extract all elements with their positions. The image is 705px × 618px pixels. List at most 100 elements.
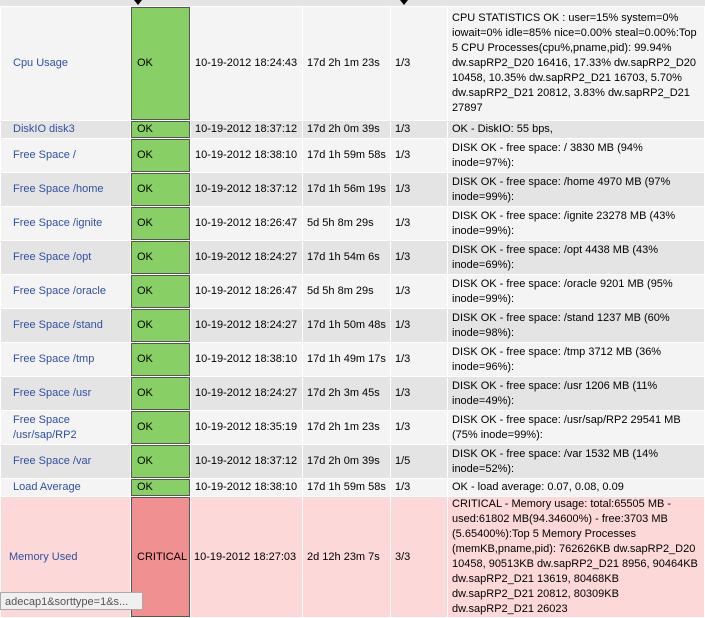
service-row: Free Space /ignite OK 10-19-2012 18:26:47 5… <box>1 207 704 240</box>
header-strip <box>0 0 705 6</box>
last-check: 10-19-2012 18:24:27 <box>191 309 302 342</box>
service-name[interactable]: Cpu Usage <box>1 7 130 120</box>
status-info: DISK OK - free space: /var 1532 MB (14% … <box>448 445 704 478</box>
service-row: Free Space /var OK 10-19-2012 18:37:12 17d … <box>1 445 704 478</box>
last-check: 10-19-2012 18:26:47 <box>191 207 302 240</box>
status: OK <box>131 139 190 172</box>
sort-arrow[interactable] <box>134 0 142 5</box>
status: OK <box>131 241 190 274</box>
service-row: DiskIO disk3 OK 10-19-2012 18:37:12 17d 2h … <box>1 121 704 138</box>
last-check: 10-19-2012 18:27:03 <box>191 497 302 617</box>
status: OK <box>131 207 190 240</box>
status-info: OK - DiskIO: 55 bps, <box>448 121 704 138</box>
duration: 17d 2h 3m 45s <box>303 377 390 410</box>
service-name[interactable]: Free Space /var <box>1 445 130 478</box>
service-row: Memory Used CRITICAL 10-19-2012 18:27:03 2d… <box>1 497 704 617</box>
service-name[interactable]: Free Space /opt <box>1 241 130 274</box>
service-row: Free Space / OK 10-19-2012 18:38:10 17d 1h … <box>1 139 704 172</box>
last-check: 10-19-2012 18:37:12 <box>191 445 302 478</box>
attempt: 1/3 <box>391 309 447 342</box>
service-row: Free Space /tmp OK 10-19-2012 18:38:10 17d … <box>1 343 704 376</box>
service-row: Free Space /opt OK 10-19-2012 18:24:27 17d … <box>1 241 704 274</box>
last-check: 10-19-2012 18:38:10 <box>191 139 302 172</box>
status: OK <box>131 411 190 444</box>
status-info: DISK OK - free space: /stand 1237 MB (60… <box>448 309 704 342</box>
last-check: 10-19-2012 18:24:43 <box>191 7 302 120</box>
service-row: Free Space /usr OK 10-19-2012 18:24:27 17d … <box>1 377 704 410</box>
duration: 17d 1h 56m 19s <box>303 173 390 206</box>
status-info: DISK OK - free space: /usr/sap/RP2 29541… <box>448 411 704 444</box>
duration: 5d 5h 8m 29s <box>303 275 390 308</box>
attempt: 1/3 <box>391 377 447 410</box>
last-check: 10-19-2012 18:24:27 <box>191 377 302 410</box>
service-name[interactable]: Free Space /usr/sap/RP2 <box>1 411 130 444</box>
service-row: Free Space /usr/sap/RP2 OK 10-19-2012 18:3… <box>1 411 704 444</box>
status-info: DISK OK - free space: / 3830 MB (94% ino… <box>448 139 704 172</box>
attempt: 1/3 <box>391 173 447 206</box>
attempt: 1/3 <box>391 241 447 274</box>
attempt: 1/3 <box>391 343 447 376</box>
status-info: DISK OK - free space: /usr 1206 MB (11% … <box>448 377 704 410</box>
service-row: Free Space /stand OK 10-19-2012 18:24:27 17… <box>1 309 704 342</box>
attempt: 3/3 <box>391 497 447 617</box>
status-info: CRITICAL - Memory usage: total:65505 MB … <box>448 497 704 617</box>
last-check: 10-19-2012 18:24:27 <box>191 241 302 274</box>
status: OK <box>131 377 190 410</box>
status: OK <box>131 275 190 308</box>
sort-arrow[interactable] <box>400 0 408 5</box>
attempt: 1/3 <box>391 275 447 308</box>
service-row: Cpu Usage OK 10-19-2012 18:24:43 17d 2h 1m … <box>1 7 704 120</box>
status-info: DISK OK - free space: /ignite 23278 MB (… <box>448 207 704 240</box>
service-name[interactable]: Free Space /home <box>1 173 130 206</box>
service-name[interactable]: DiskIO disk3 <box>1 121 130 138</box>
attempt: 1/3 <box>391 139 447 172</box>
status: OK <box>131 173 190 206</box>
last-check: 10-19-2012 18:26:47 <box>191 275 302 308</box>
service-name[interactable]: Free Space /usr <box>1 377 130 410</box>
attempt: 1/3 <box>391 207 447 240</box>
duration: 17d 2h 0m 39s <box>303 121 390 138</box>
status: OK <box>131 309 190 342</box>
status: OK <box>131 479 190 496</box>
attempt: 1/3 <box>391 479 447 496</box>
service-table: Cpu Usage OK 10-19-2012 18:24:43 17d 2h 1m … <box>0 6 705 618</box>
attempt: 1/3 <box>391 121 447 138</box>
last-check: 10-19-2012 18:35:19 <box>191 411 302 444</box>
last-check: 10-19-2012 18:38:10 <box>191 479 302 496</box>
status: OK <box>131 343 190 376</box>
duration: 2d 12h 23m 7s <box>303 497 390 617</box>
last-check: 10-19-2012 18:37:12 <box>191 173 302 206</box>
duration: 17d 1h 59m 58s <box>303 139 390 172</box>
service-name[interactable]: Free Space / <box>1 139 130 172</box>
status-info: DISK OK - free space: /home 4970 MB (97%… <box>448 173 704 206</box>
duration: 17d 1h 54m 6s <box>303 241 390 274</box>
duration: 17d 2h 0m 39s <box>303 445 390 478</box>
attempt: 1/3 <box>391 411 447 444</box>
attempt: 1/3 <box>391 7 447 120</box>
service-name[interactable]: Free Space /ignite <box>1 207 130 240</box>
status-info: CPU STATISTICS OK : user=15% system=0% i… <box>448 7 704 120</box>
status-bar: adecap1&sorttype=1&s... <box>0 592 143 610</box>
service-name[interactable]: Load Average <box>1 479 130 496</box>
service-name[interactable]: Free Space /stand <box>1 309 130 342</box>
status: OK <box>131 7 190 120</box>
status-info: DISK OK - free space: /oracle 9201 MB (9… <box>448 275 704 308</box>
service-name[interactable]: Free Space /tmp <box>1 343 130 376</box>
service-row: Free Space /home OK 10-19-2012 18:37:12 17d… <box>1 173 704 206</box>
duration: 5d 5h 8m 29s <box>303 207 390 240</box>
status-info: OK - load average: 0.07, 0.08, 0.09 <box>448 479 704 496</box>
service-row: Load Average OK 10-19-2012 18:38:10 17d 1h … <box>1 479 704 496</box>
attempt: 1/5 <box>391 445 447 478</box>
status-info: DISK OK - free space: /tmp 3712 MB (36% … <box>448 343 704 376</box>
last-check: 10-19-2012 18:38:10 <box>191 343 302 376</box>
service-name[interactable]: Free Space /oracle <box>1 275 130 308</box>
status: OK <box>131 445 190 478</box>
duration: 17d 1h 50m 48s <box>303 309 390 342</box>
duration: 17d 1h 59m 58s <box>303 479 390 496</box>
duration: 17d 2h 1m 23s <box>303 411 390 444</box>
status-info: DISK OK - free space: /opt 4438 MB (43% … <box>448 241 704 274</box>
service-row: Free Space /oracle OK 10-19-2012 18:26:47 5… <box>1 275 704 308</box>
status: OK <box>131 121 190 138</box>
last-check: 10-19-2012 18:37:12 <box>191 121 302 138</box>
